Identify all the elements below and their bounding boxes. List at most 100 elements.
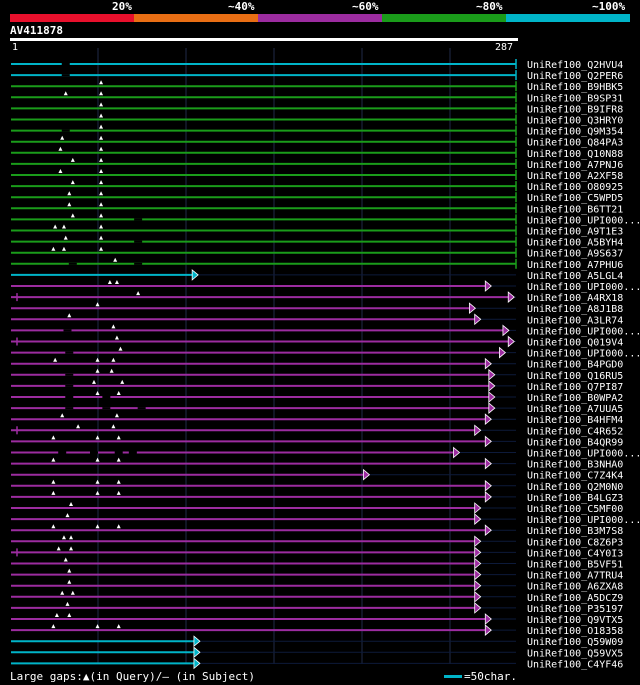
gap-in-query-marker xyxy=(118,346,123,351)
hit-label: UniRef100_UPI000... xyxy=(527,282,640,293)
hit-end-arrow xyxy=(484,413,492,426)
hit-end-arrow xyxy=(474,557,482,570)
hit-label: UniRef100_B4LGZ3 xyxy=(527,493,623,504)
hit-label: UniRef100_Q019V4 xyxy=(527,338,623,349)
legend-swatch-80 xyxy=(382,14,506,22)
hit-label: UniRef100_O80925 xyxy=(527,182,623,193)
gap-in-query-marker xyxy=(56,546,61,551)
hit-label: UniRef100_A8J1B8 xyxy=(527,304,623,315)
hit-end-arrow xyxy=(363,468,371,481)
gap-in-query-marker xyxy=(65,513,70,518)
hit-end-arrow xyxy=(484,524,492,537)
gap-in-query-marker xyxy=(99,135,104,140)
hit-end-arrow xyxy=(193,646,201,659)
hit-label: UniRef100_A7TRU4 xyxy=(527,571,623,582)
hit-label: UniRef100_Q9M354 xyxy=(527,127,623,138)
gap-in-query-marker xyxy=(99,213,104,218)
gap-in-query-marker xyxy=(51,457,56,462)
hit-end-arrow xyxy=(499,346,507,359)
hit-label: UniRef100_UPI000... xyxy=(527,349,640,360)
gap-in-query-marker xyxy=(116,624,121,629)
gap-in-query-marker xyxy=(67,191,72,196)
hit-label: UniRef100_B4HFM4 xyxy=(527,415,623,426)
gap-in-query-marker xyxy=(136,291,141,296)
gap-in-query-marker xyxy=(99,169,104,173)
gap-in-query-marker xyxy=(58,169,63,173)
gap-in-query-marker xyxy=(116,479,121,484)
gap-in-query-marker xyxy=(111,357,116,362)
gap-in-query-marker xyxy=(67,579,72,584)
gap-in-query-marker xyxy=(111,424,116,429)
gap-in-query-marker xyxy=(99,235,104,240)
hit-label: UniRef100_A5BYH4 xyxy=(527,238,623,249)
gap-in-query-marker xyxy=(67,568,72,573)
gap-in-query-marker xyxy=(70,213,75,218)
legend-swatch-20 xyxy=(10,14,134,22)
gap-in-query-marker xyxy=(99,80,104,85)
legend-label-40: ~40% xyxy=(228,0,255,13)
hit-label: UniRef100_B3NHA0 xyxy=(527,460,623,471)
gap-in-query-marker xyxy=(114,413,119,418)
axis-start-label: 1 xyxy=(12,42,19,53)
hit-end-arrow xyxy=(502,324,510,337)
gap-in-query-marker xyxy=(67,313,72,318)
hit-label: UniRef100_Q3HRY0 xyxy=(527,116,623,127)
gap-in-query-marker xyxy=(95,435,100,440)
gap-in-query-marker xyxy=(69,502,74,506)
hit-end-arrow xyxy=(507,291,515,303)
hit-end-arrow xyxy=(474,513,482,525)
hit-label: UniRef100_B9IFR8 xyxy=(527,104,623,115)
hit-end-arrow xyxy=(488,380,496,392)
gap-in-query-marker xyxy=(99,202,104,207)
hit-end-arrow xyxy=(191,269,199,281)
gap-in-query-marker xyxy=(99,191,104,196)
gap-in-query-marker xyxy=(53,224,58,229)
legend-swatch-60 xyxy=(258,14,382,22)
gap-in-query-marker xyxy=(99,102,104,107)
hit-label: UniRef100_A3LR74 xyxy=(527,315,623,326)
hit-label: UniRef100_UPI000... xyxy=(527,215,640,226)
gap-in-query-marker xyxy=(69,546,74,551)
gap-in-query-marker xyxy=(95,479,100,484)
gap-in-query-marker xyxy=(76,424,81,429)
hit-label: UniRef100_A9S637 xyxy=(527,249,623,260)
hit-label: UniRef100_Q10N88 xyxy=(527,149,623,160)
gap-in-query-marker xyxy=(51,524,56,529)
gap-in-query-marker xyxy=(116,391,121,395)
hit-label: UniRef100_B4QR99 xyxy=(527,437,623,448)
hit-label: UniRef100_A9T1E3 xyxy=(527,227,623,238)
hit-label: UniRef100_C7Z4K4 xyxy=(527,471,623,482)
hit-label: UniRef100_A7UUA5 xyxy=(527,404,623,415)
gap-in-query-marker xyxy=(107,280,112,284)
hit-label: UniRef100_Q59W09 xyxy=(527,637,623,648)
legend-label-100: ~100% xyxy=(592,0,626,13)
hit-label: UniRef100_Q2HVU4 xyxy=(527,60,623,71)
gap-in-query-marker xyxy=(111,324,116,329)
scale-label: =50char. xyxy=(464,670,517,683)
hit-end-arrow xyxy=(453,446,461,459)
legend-swatch-40 xyxy=(134,14,258,22)
hit-end-arrow xyxy=(484,479,492,492)
hit-label: UniRef100_B4PGD0 xyxy=(527,360,623,371)
hit-end-arrow xyxy=(474,535,482,548)
gap-in-query-marker xyxy=(99,113,104,118)
gap-in-query-marker xyxy=(60,413,65,418)
gap-in-query-marker xyxy=(70,180,75,185)
gap-in-query-marker xyxy=(114,335,119,340)
hit-label: UniRef100_B6TT21 xyxy=(527,204,623,215)
gap-in-query-marker xyxy=(95,357,100,362)
gap-in-query-marker xyxy=(51,490,56,495)
hit-end-arrow xyxy=(488,368,496,381)
gap-in-query-marker xyxy=(63,235,68,240)
hit-label: UniRef100_B5VF51 xyxy=(527,560,623,571)
hit-label: UniRef100_UPI000... xyxy=(527,515,640,526)
hit-end-arrow xyxy=(474,602,482,614)
gap-in-query-marker xyxy=(120,379,125,384)
hit-label: UniRef100_Q9VTX5 xyxy=(527,615,623,626)
gap-in-query-marker xyxy=(116,524,121,529)
gap-in-query-marker xyxy=(99,146,104,151)
gap-in-query-marker xyxy=(61,224,66,229)
gap-in-query-marker xyxy=(95,457,100,462)
gap-in-query-marker xyxy=(114,280,119,284)
